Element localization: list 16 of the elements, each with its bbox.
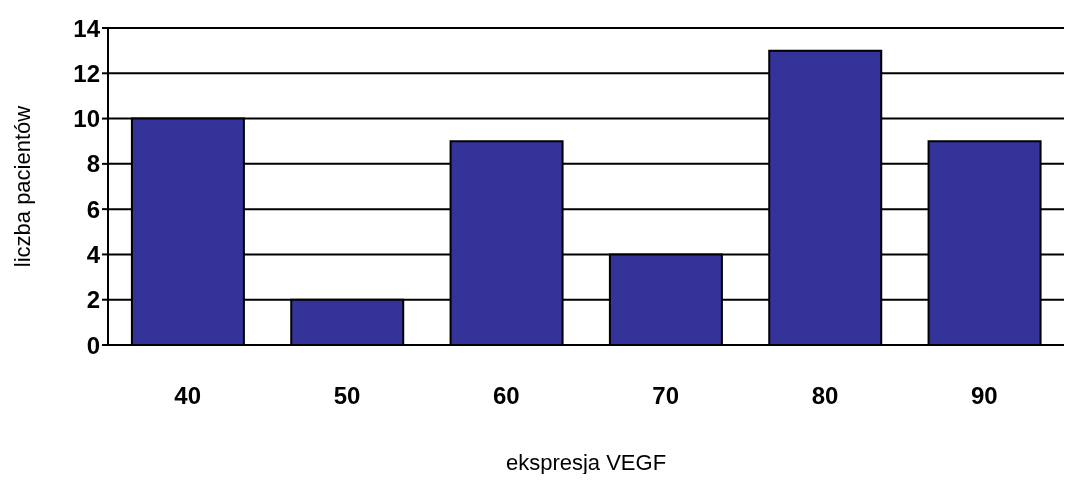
x-tick-label: 60 xyxy=(492,382,520,410)
x-axis-title: ekspresja VEGF xyxy=(505,450,667,475)
x-tick-label: 70 xyxy=(652,382,680,410)
y-tick-label: 0 xyxy=(86,331,100,359)
y-tick-label: 2 xyxy=(86,286,100,314)
x-tick-label: 90 xyxy=(970,382,998,410)
y-axis-title: liczba pacientów xyxy=(9,105,35,268)
y-tick-label: 4 xyxy=(86,240,101,268)
y-tick-label: 10 xyxy=(73,105,100,133)
y-tick-label: 6 xyxy=(86,195,100,223)
x-tick-label: 50 xyxy=(333,382,361,410)
y-tick-label: 14 xyxy=(73,14,101,42)
x-tick-label: 80 xyxy=(811,382,839,410)
y-tick-label: 8 xyxy=(86,150,100,178)
x-tick-label: 40 xyxy=(174,382,202,410)
y-tick-label: 12 xyxy=(73,59,100,87)
